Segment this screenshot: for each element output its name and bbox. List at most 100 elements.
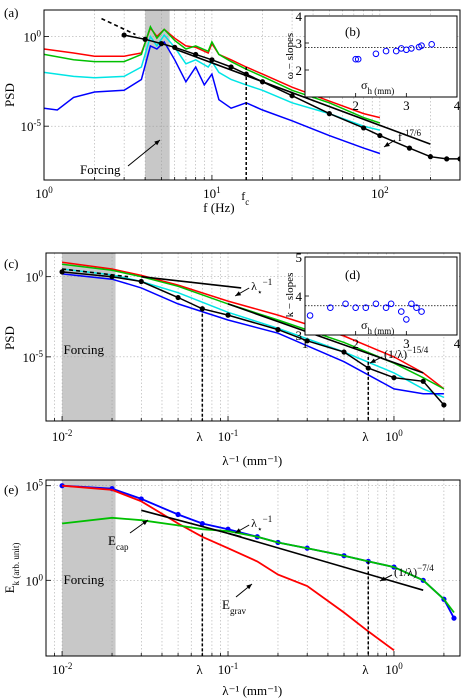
inset-x-tick: 4: [454, 336, 461, 351]
panel-label: (e): [4, 482, 18, 497]
data-point: [441, 402, 447, 408]
data-point: [326, 111, 332, 117]
arrow-head: [235, 291, 242, 296]
arrow-head: [380, 576, 386, 581]
panel-a-frame: [43, 9, 461, 181]
inset-point: [387, 300, 395, 308]
y-tick-label: 100: [26, 269, 44, 285]
inset-point: [403, 316, 410, 323]
fc-label: fc: [241, 189, 249, 207]
data-point: [420, 378, 426, 384]
data-point: [228, 64, 234, 70]
inset-point: [327, 304, 334, 312]
data-point: [121, 32, 127, 38]
y-tick-label: 10-5: [21, 118, 42, 134]
inset-d-frame: [304, 256, 458, 336]
inset-x-label: σh (mm): [361, 318, 394, 336]
series-green-line: [44, 24, 381, 124]
data-point: [444, 156, 450, 162]
slope-label: f-17/6: [398, 128, 421, 144]
inset-point: [397, 308, 405, 315]
forcing-band: [62, 480, 116, 656]
data-point: [289, 93, 295, 99]
inset-y-tick: 4: [296, 289, 303, 304]
egrav-label: Egrav: [222, 597, 246, 616]
inset-x-tick: 1: [302, 336, 309, 351]
panel-e-frame: [45, 479, 461, 657]
x-axis-label: f (Hz): [203, 200, 234, 215]
data-point: [457, 156, 460, 162]
inset-point: [418, 308, 425, 315]
series-green-line: [61, 516, 455, 614]
reference-line: [174, 48, 431, 145]
data-point: [175, 294, 181, 301]
forcing-label: Forcing: [64, 572, 105, 587]
data-point: [175, 511, 181, 518]
inset-label: (d): [345, 267, 360, 282]
y-tick-label: 105: [26, 478, 44, 494]
inset-x-tick: 3: [403, 98, 410, 113]
series-red-line: [44, 26, 381, 119]
inset-point: [418, 42, 425, 50]
inset-point: [362, 304, 370, 312]
inset-point: [306, 312, 314, 319]
reference-line: [141, 275, 242, 289]
data-point: [138, 278, 144, 285]
inset-y-tick: 4: [296, 9, 303, 24]
inset-label: (b): [345, 24, 360, 39]
reference-line: [227, 532, 424, 591]
x-tick-label: 101: [203, 185, 221, 201]
data-point: [406, 145, 413, 151]
inset-y-tick: 3: [296, 328, 303, 343]
inset-point: [372, 50, 380, 58]
series-cyan-line: [62, 268, 445, 398]
series-cyan-line: [44, 33, 381, 131]
y-axis-label: PSD: [2, 326, 17, 350]
series-blue-line: [44, 40, 381, 155]
data-point: [59, 269, 65, 275]
forcing-label: Forcing: [80, 162, 121, 177]
data-point: [142, 36, 148, 42]
data-point: [59, 483, 65, 489]
data-point: [391, 375, 397, 381]
lambda-c-label: λ: [196, 662, 203, 677]
y-tick-label: 10-5: [23, 349, 44, 365]
data-point: [427, 154, 434, 160]
forcing-band: [62, 253, 116, 421]
inset-b-background: [305, 16, 457, 97]
lambda-d-label: λ: [362, 429, 369, 444]
data-point: [209, 57, 215, 63]
inset-y-label: k − slopes: [284, 273, 296, 318]
x-tick-label: 100: [385, 428, 403, 444]
arrow-head: [235, 528, 242, 533]
x-tick-label: 100: [385, 661, 403, 677]
x-tick-label: 10-2: [52, 661, 72, 677]
inset-point: [408, 300, 415, 308]
data-point: [377, 132, 383, 139]
series-red-line: [62, 484, 395, 652]
inset-y-label: ω − slopes: [284, 33, 296, 79]
inset-y-tick: 2: [296, 63, 303, 78]
data-point: [158, 41, 164, 47]
inset-d-background: [305, 257, 457, 335]
reference-line: [101, 17, 136, 36]
arrow-head: [142, 520, 148, 526]
x-tick-label: 10-1: [218, 661, 239, 677]
panel-c-frame: [45, 252, 461, 422]
inset-x-label: σh (mm): [361, 78, 394, 96]
x-tick-label: 102: [371, 185, 389, 201]
reference-line: [141, 509, 242, 538]
x-tick-label: 10-2: [52, 428, 72, 444]
x-tick-label: 100: [35, 185, 53, 201]
lambda-c-label: λ: [196, 429, 203, 444]
x-tick-label: 10-1: [218, 428, 239, 444]
x-axis-label: λ⁻¹ (mm⁻¹): [222, 453, 282, 468]
inset-y-tick: 3: [296, 36, 303, 51]
inset-point: [354, 55, 362, 63]
panel-label: (c): [4, 256, 18, 271]
data-point: [225, 312, 231, 318]
y-tick-label: 100: [24, 28, 42, 44]
inset-point: [408, 45, 415, 52]
arrow-head: [384, 142, 390, 147]
